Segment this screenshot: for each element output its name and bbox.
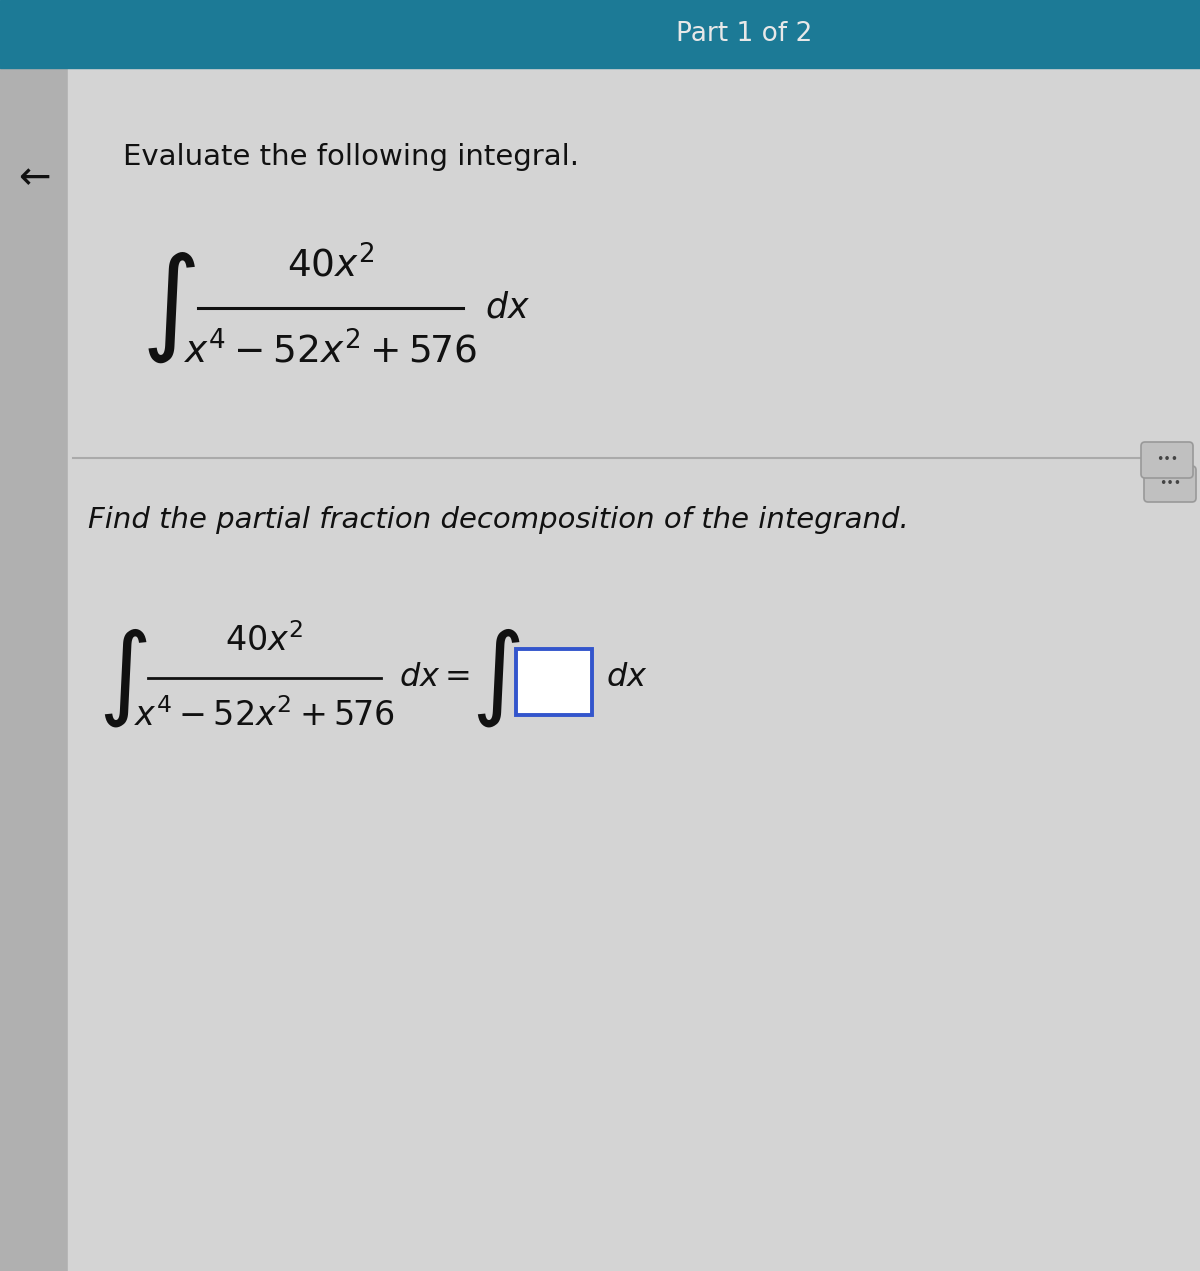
Text: $x^4-52x^2+576$: $x^4-52x^2+576$	[134, 699, 395, 733]
Text: $\int$: $\int$	[472, 627, 521, 730]
Text: •••: •••	[1159, 478, 1181, 491]
Text: $\int$: $\int$	[140, 250, 196, 365]
FancyBboxPatch shape	[516, 649, 592, 716]
Text: $40x^2$: $40x^2$	[287, 247, 374, 286]
Bar	[0, 69, 68, 1271]
Text: $dx =$: $dx =$	[398, 662, 470, 694]
FancyBboxPatch shape	[1141, 442, 1193, 478]
Text: $\int$: $\int$	[98, 627, 148, 730]
Text: ←: ←	[18, 159, 50, 197]
Text: Find the partial fraction decomposition of the integrand.: Find the partial fraction decomposition …	[88, 506, 908, 534]
Bar	[0, 0, 1200, 69]
Text: •••: •••	[1156, 454, 1178, 466]
FancyBboxPatch shape	[1144, 466, 1196, 502]
Text: $40x^2$: $40x^2$	[226, 624, 304, 658]
Text: $dx$: $dx$	[606, 662, 648, 694]
Text: $dx$: $dx$	[485, 291, 530, 325]
Text: $x^4-52x^2+576$: $x^4-52x^2+576$	[185, 333, 476, 371]
Text: Evaluate the following integral.: Evaluate the following integral.	[124, 144, 580, 172]
Text: Part 1 of 2: Part 1 of 2	[676, 22, 812, 47]
